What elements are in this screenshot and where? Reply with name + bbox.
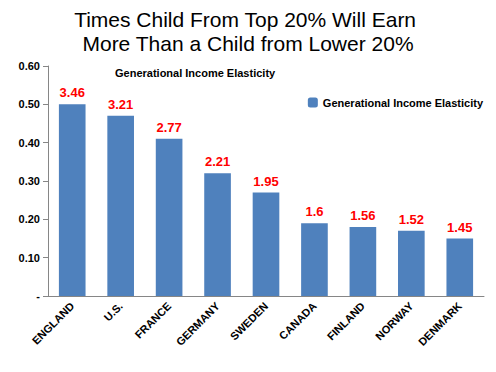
svg-text:ENGLAND: ENGLAND bbox=[30, 300, 77, 347]
svg-text:GERMANY: GERMANY bbox=[174, 299, 223, 348]
svg-text:More Than a Child from Lower 2: More Than a Child from Lower 20% bbox=[82, 32, 413, 55]
svg-text:CANADA: CANADA bbox=[277, 300, 319, 342]
svg-text:Generational Income Elasticity: Generational Income Elasticity bbox=[115, 67, 276, 79]
svg-text:SWEDEN: SWEDEN bbox=[228, 300, 271, 343]
svg-text:FINLAND: FINLAND bbox=[325, 300, 368, 343]
svg-text:0.50: 0.50 bbox=[19, 98, 40, 110]
svg-text:Generational Income Elasticity: Generational Income Elasticity bbox=[323, 97, 484, 109]
svg-text:-: - bbox=[36, 290, 40, 302]
svg-text:0.30: 0.30 bbox=[19, 175, 40, 187]
svg-text:3.46: 3.46 bbox=[60, 85, 85, 100]
svg-text:2.77: 2.77 bbox=[156, 120, 181, 135]
svg-text:FRANCE: FRANCE bbox=[132, 300, 173, 341]
svg-text:NORWAY: NORWAY bbox=[373, 299, 416, 342]
svg-text:2.21: 2.21 bbox=[205, 154, 230, 169]
svg-text:DENMARK: DENMARK bbox=[416, 300, 464, 348]
svg-text:1.6: 1.6 bbox=[305, 204, 323, 219]
svg-text:0.60: 0.60 bbox=[19, 60, 40, 72]
svg-text:U.S.: U.S. bbox=[101, 300, 125, 324]
svg-text:1.52: 1.52 bbox=[399, 212, 424, 227]
svg-text:3.21: 3.21 bbox=[108, 97, 133, 112]
svg-text:1.56: 1.56 bbox=[350, 208, 375, 223]
svg-text:1.95: 1.95 bbox=[253, 174, 278, 189]
svg-text:0.40: 0.40 bbox=[19, 137, 40, 149]
svg-text:0.20: 0.20 bbox=[19, 213, 40, 225]
svg-text:Times Child From Top 20% Will: Times Child From Top 20% Will Earn bbox=[74, 8, 422, 31]
svg-text:0.10: 0.10 bbox=[19, 252, 40, 264]
svg-text:1.45: 1.45 bbox=[447, 220, 472, 235]
